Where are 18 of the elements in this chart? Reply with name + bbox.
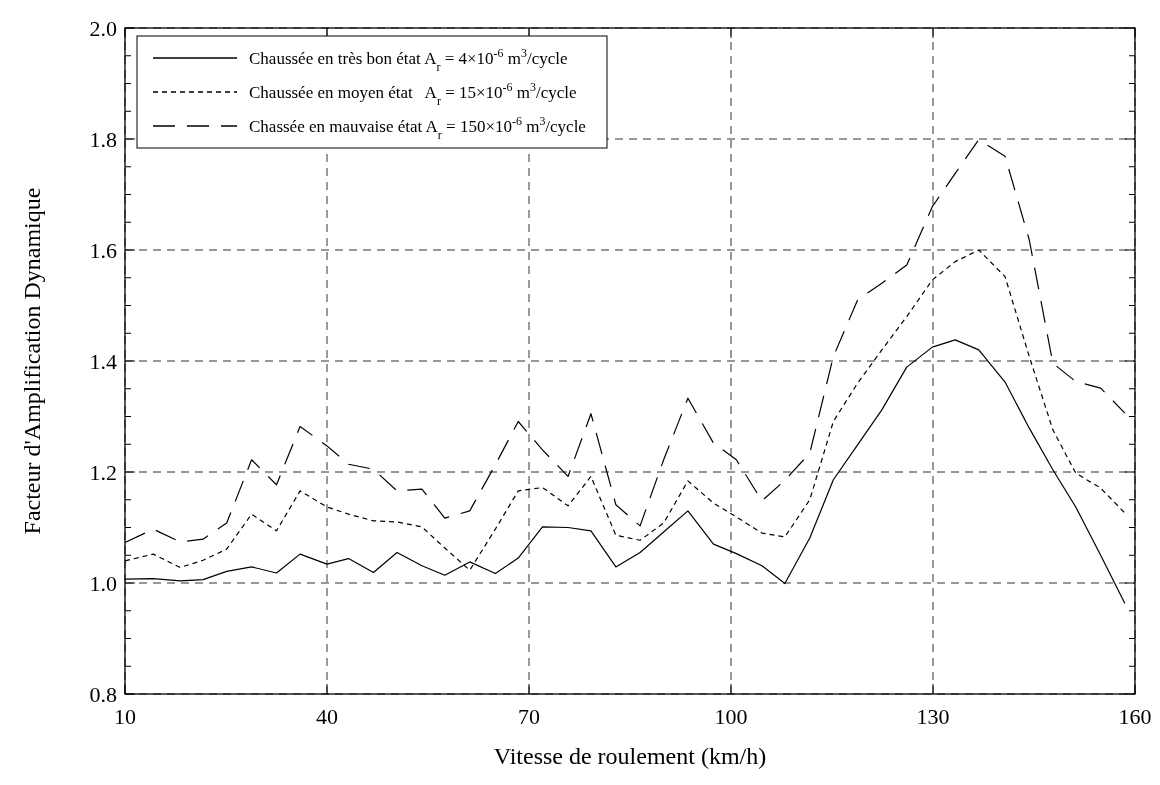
x-tick-label: 100 <box>714 704 748 729</box>
legend-label: Chaussée en très bon état A$_{r}$ = 4×10$^{-6}$ m$^{3}$/cycle <box>249 45 568 74</box>
y-axis-title: Facteur d'Amplification Dynamique <box>19 187 45 535</box>
x-tick-label: 10 <box>114 704 136 729</box>
x-axis-title: Vitesse de roulement (km/h) <box>493 743 767 769</box>
y-tick-label: 1.2 <box>89 459 117 485</box>
legend-label: Chassée en mauvaise état A$_{r}$ = 150×10$^{-6}$ m$^{3}$/cycle <box>249 113 586 142</box>
y-tick-label: 1.0 <box>89 570 117 596</box>
y-tick-label: 0.8 <box>89 681 117 707</box>
y-tick-label: 1.6 <box>89 237 117 263</box>
x-tick-label: 160 <box>1118 704 1152 729</box>
y-tick-label: 2.0 <box>89 15 117 41</box>
x-tick-label: 70 <box>518 704 540 729</box>
legend-label: Chaussée en moyen état A$_{r}$ = 15×10$^{-6}$ m$^{3}$/cycle <box>249 79 577 108</box>
x-tick-label: 40 <box>316 704 338 729</box>
x-tick-label: 130 <box>916 704 950 729</box>
y-tick-label: 1.4 <box>89 348 117 374</box>
y-tick-label: 1.8 <box>89 126 117 152</box>
